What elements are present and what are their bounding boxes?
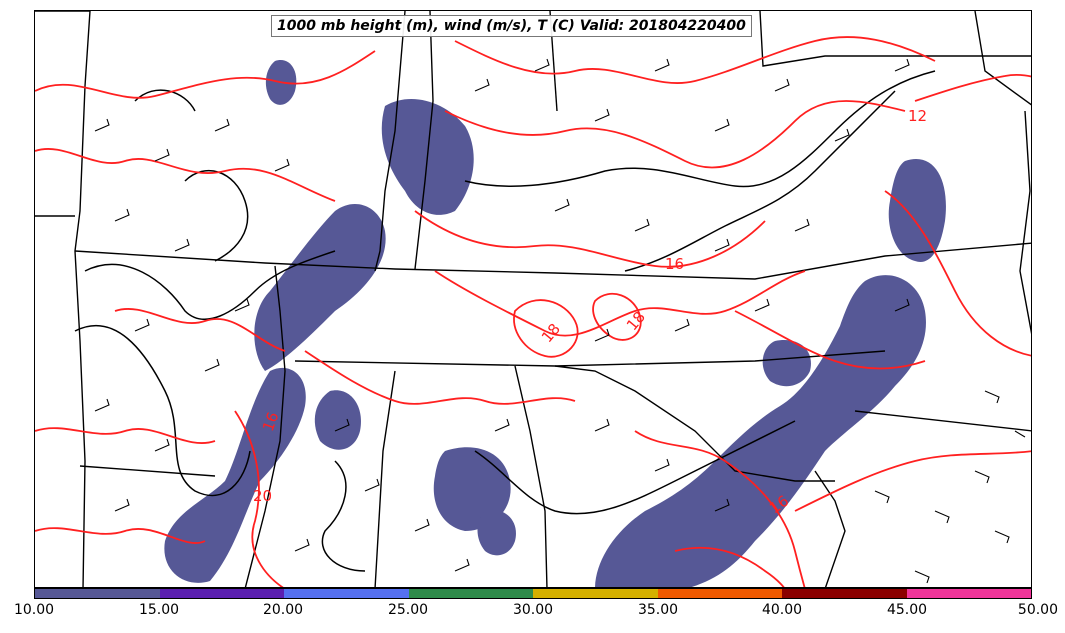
- contour-label: 12: [908, 107, 927, 125]
- colorbar-tick: 45.00: [886, 602, 928, 618]
- precip-shading: [164, 60, 946, 587]
- colorbar-segment: [782, 589, 907, 598]
- colorbar-segment: [35, 589, 160, 598]
- contour-label: 16: [665, 255, 684, 273]
- colorbar-segment: [533, 589, 658, 598]
- map-canvas: 12 16 18 18 16 20 16: [35, 11, 1031, 587]
- map-panel: 12 16 18 18 16 20 16: [34, 10, 1032, 588]
- colorbar: [34, 588, 1032, 599]
- colorbar-segment: [284, 589, 409, 598]
- colorbar-tick: 20.00: [262, 602, 304, 618]
- colorbar-tick: 50.00: [1017, 602, 1058, 618]
- colorbar-segment: [159, 589, 284, 598]
- contour-label: 16: [259, 410, 282, 434]
- contour-labels: 12 16 18 18 16 20 16: [253, 107, 927, 517]
- map-title: 1000 mb height (m), wind (m/s), T (C) Va…: [271, 15, 752, 37]
- contour-label: 18: [623, 308, 649, 334]
- height-contours: [74, 70, 936, 572]
- colorbar-tick: 15.00: [138, 602, 180, 618]
- temperature-contours: [35, 36, 1031, 587]
- colorbar-segment: [906, 589, 1031, 598]
- wind-barbs: [94, 58, 1026, 584]
- colorbar-tick: 30.00: [512, 602, 554, 618]
- contour-label: 18: [538, 320, 564, 346]
- colorbar-tick: 35.00: [637, 602, 679, 618]
- colorbar-tick: 25.00: [387, 602, 429, 618]
- colorbar-tick: 40.00: [761, 602, 803, 618]
- colorbar-segment: [408, 589, 533, 598]
- colorbar-tick: 10.00: [13, 602, 55, 618]
- contour-label: 20: [253, 487, 272, 505]
- colorbar-segment: [657, 589, 782, 598]
